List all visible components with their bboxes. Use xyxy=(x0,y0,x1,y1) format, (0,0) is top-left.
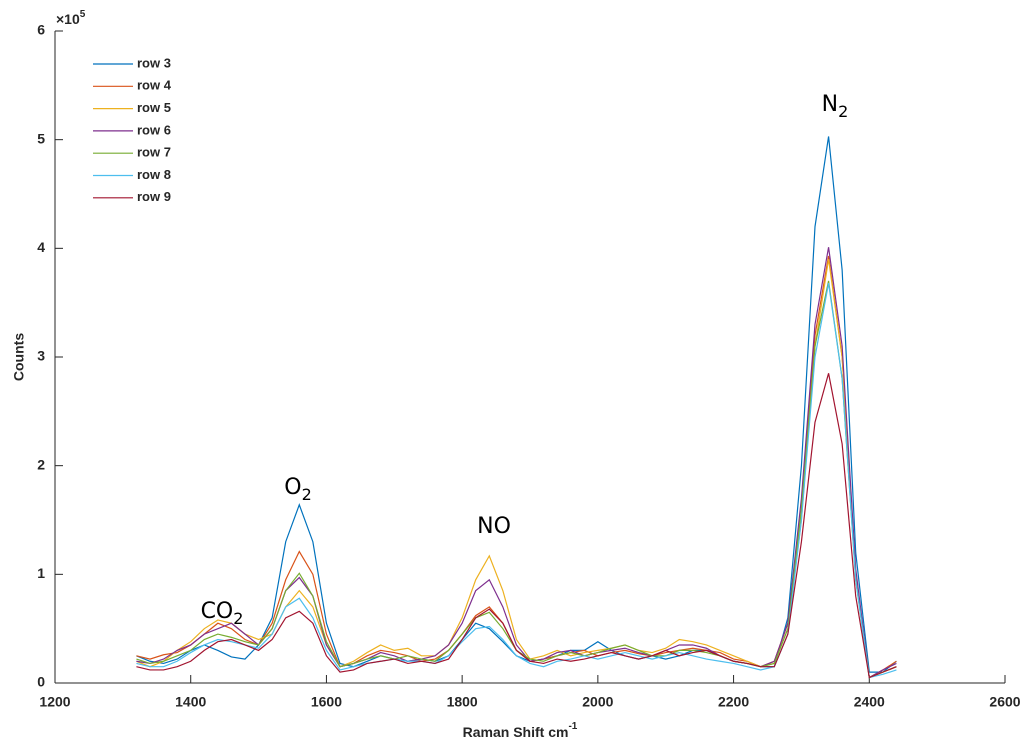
series-line xyxy=(136,373,897,679)
y-tick-label: 4 xyxy=(37,239,45,255)
series-line xyxy=(136,280,897,679)
legend-label: row 7 xyxy=(137,145,171,160)
x-label-sup: -1 xyxy=(568,721,577,732)
series-line xyxy=(136,283,897,679)
x-tick-label: 2400 xyxy=(854,694,885,710)
x-axis-label: Raman Shift cm-1 xyxy=(463,721,578,740)
legend-label: row 8 xyxy=(137,167,171,182)
peak-label: NO xyxy=(477,514,511,539)
legend-label: row 4 xyxy=(137,78,172,93)
peak-label-sub: 2 xyxy=(302,485,312,504)
series-line xyxy=(136,255,897,679)
series-line xyxy=(136,247,897,679)
peak-label-text: O xyxy=(284,475,301,500)
legend-label: row 9 xyxy=(137,189,171,204)
x-tick-label: 2200 xyxy=(718,694,749,710)
legend-label: row 3 xyxy=(137,55,171,70)
peak-label-sub: 2 xyxy=(233,609,243,628)
y-tick-label: 6 xyxy=(37,22,45,38)
y-tick-label: 3 xyxy=(37,348,45,364)
x-tick-label: 2000 xyxy=(582,694,613,710)
peak-label-text: N xyxy=(822,92,838,117)
peak-label: CO2 xyxy=(201,599,244,628)
y-tick-label: 0 xyxy=(37,674,45,690)
legend-label: row 5 xyxy=(137,100,171,115)
y-tick-label: 1 xyxy=(37,565,45,581)
peak-label-text: NO xyxy=(477,514,511,539)
x-tick-label: 1600 xyxy=(311,694,342,710)
y-multiplier: ×105 xyxy=(56,9,86,27)
peak-label: O2 xyxy=(284,475,312,504)
y-multiplier-exp: 5 xyxy=(80,9,86,20)
peak-label-sub: 2 xyxy=(838,102,848,121)
y-tick-label: 2 xyxy=(37,456,45,472)
series-line xyxy=(136,136,897,673)
x-label-text: Raman Shift cm xyxy=(463,724,569,740)
x-tick-label: 1400 xyxy=(175,694,206,710)
y-multiplier-base: ×10 xyxy=(56,11,80,27)
x-tick-label: 1800 xyxy=(447,694,478,710)
peak-label: N2 xyxy=(822,92,849,121)
peak-label-text: CO xyxy=(201,599,234,624)
x-tick-label: 1200 xyxy=(39,694,70,710)
y-axis-label: Counts xyxy=(11,333,27,381)
series-line xyxy=(136,259,897,679)
legend-label: row 6 xyxy=(137,122,171,137)
x-tick-label: 2600 xyxy=(989,694,1020,710)
y-tick-label: 5 xyxy=(37,130,45,146)
